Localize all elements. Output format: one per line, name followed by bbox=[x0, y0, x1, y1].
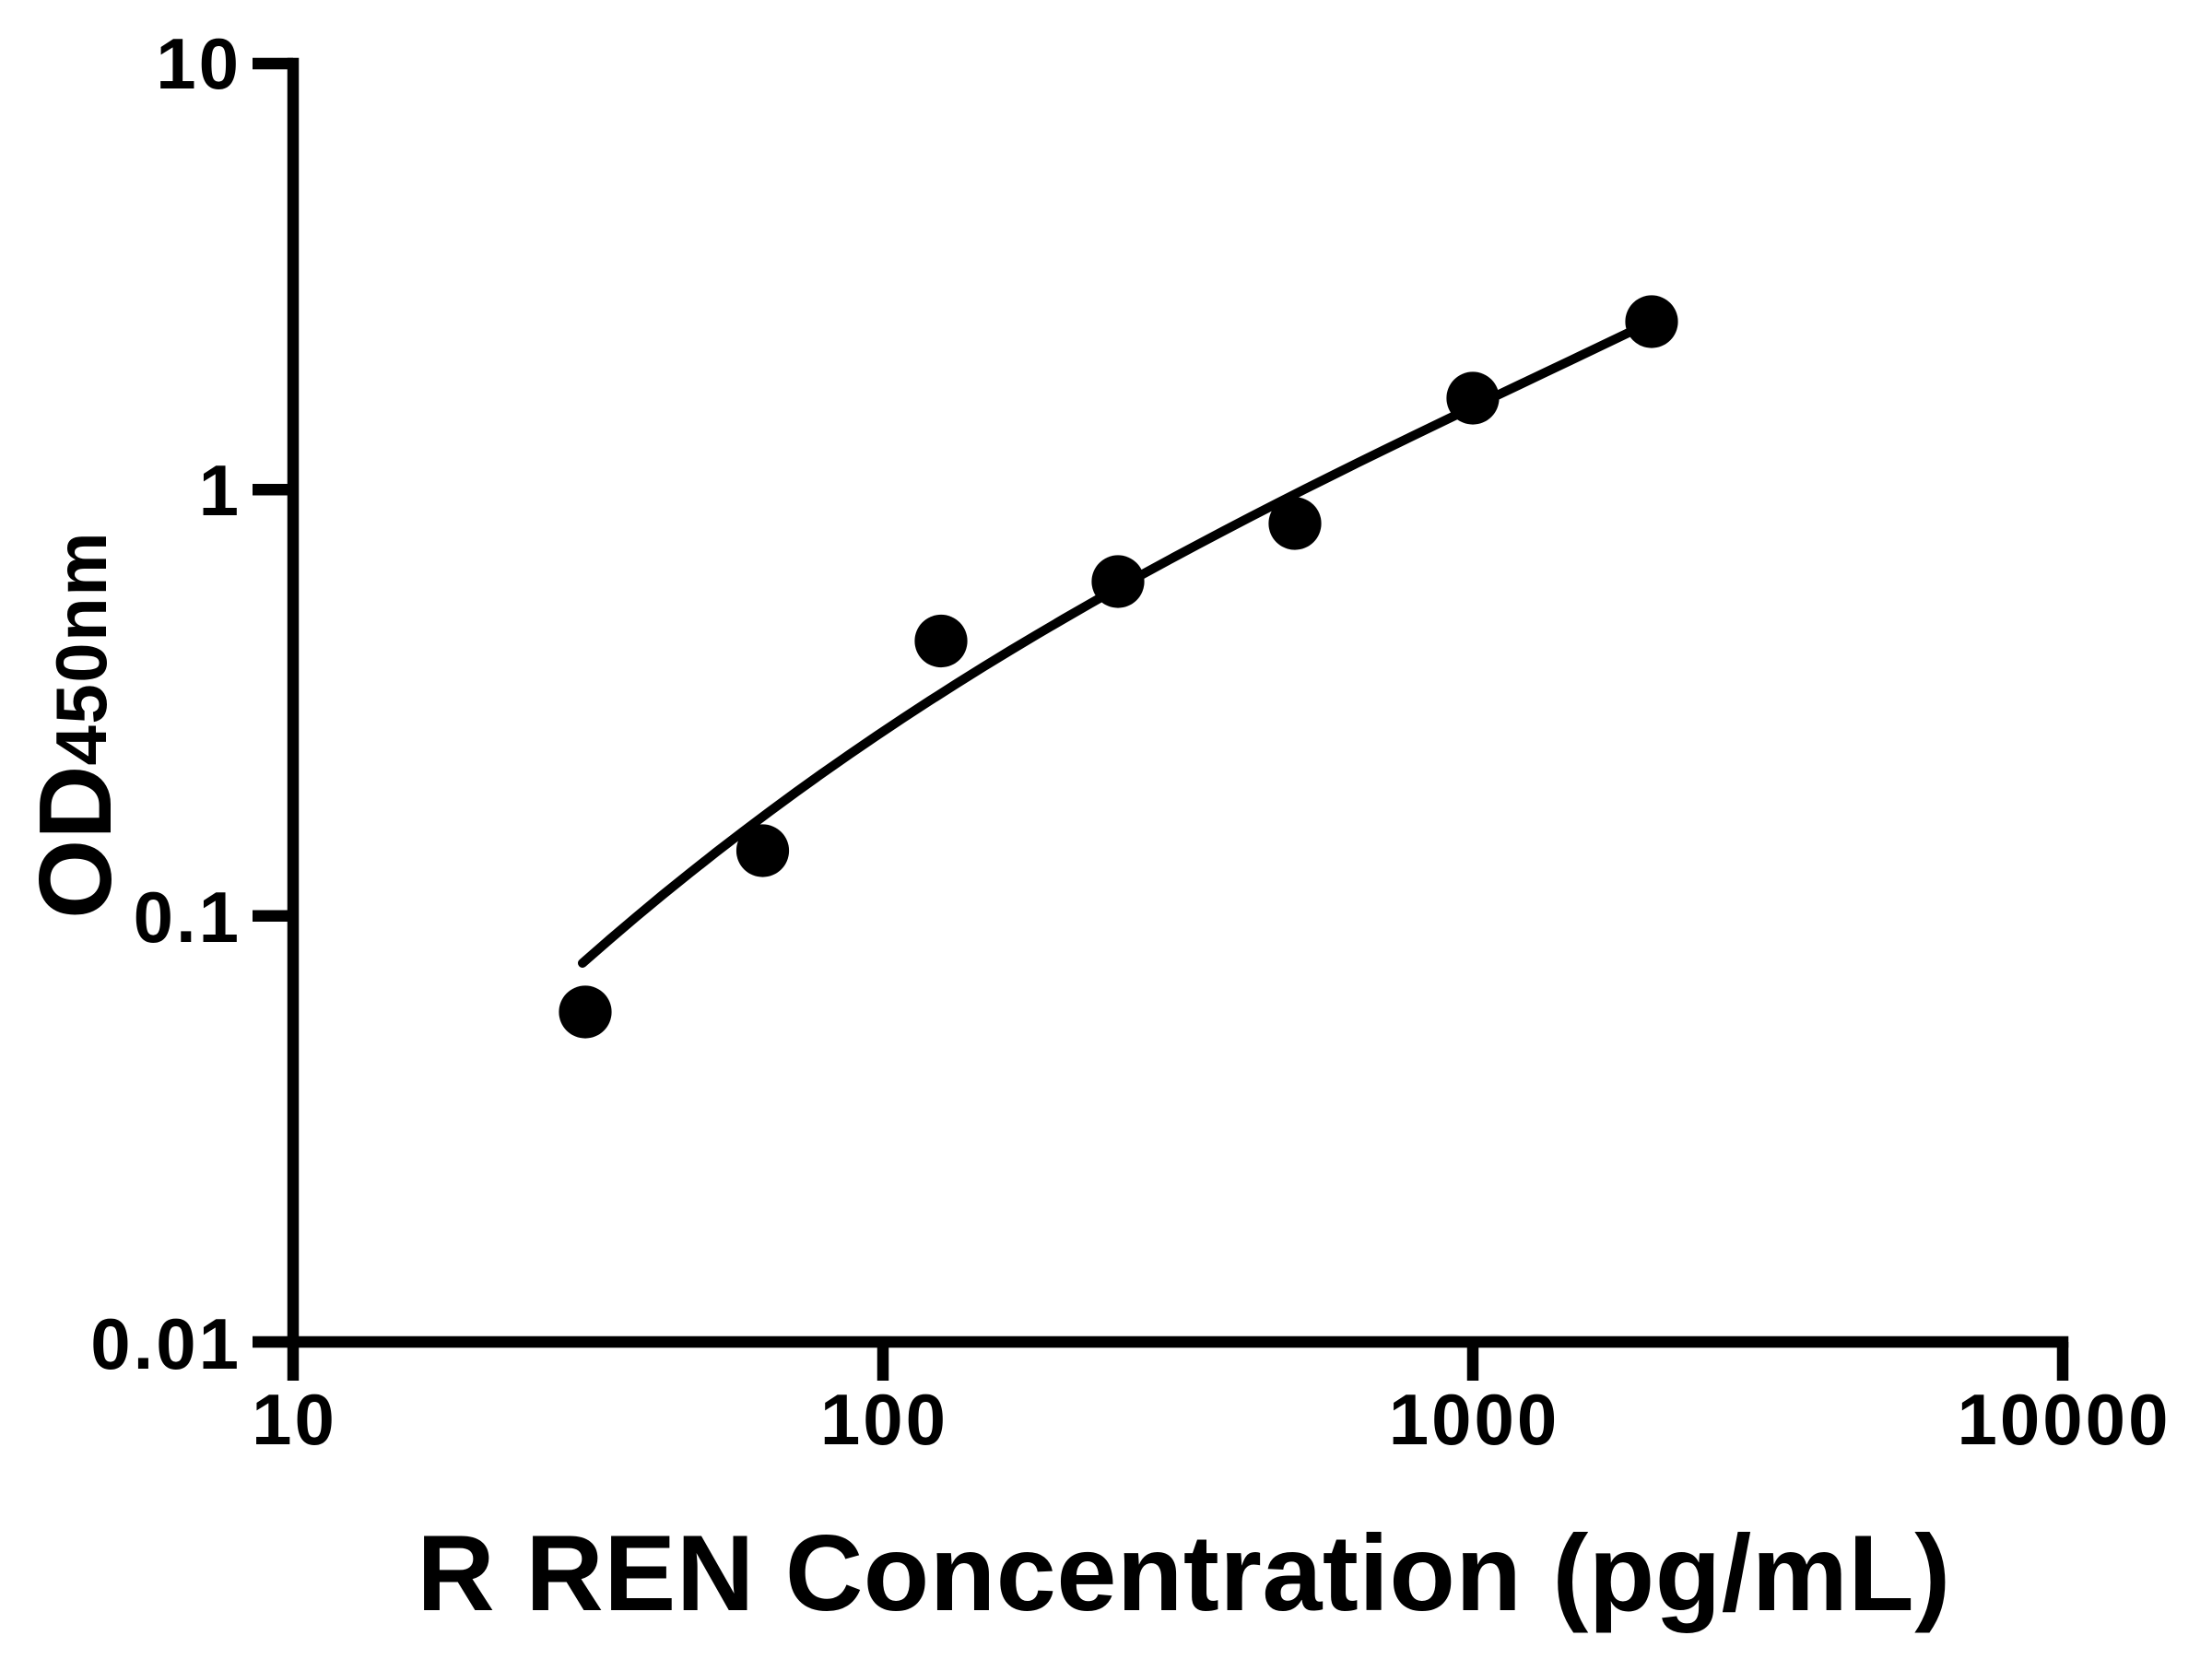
svg-text:0.1: 0.1 bbox=[134, 877, 241, 958]
svg-text:10000: 10000 bbox=[1958, 1379, 2171, 1460]
svg-text:1: 1 bbox=[199, 450, 241, 531]
svg-text:OD450nm: OD450nm bbox=[18, 531, 133, 919]
svg-text:0.01: 0.01 bbox=[90, 1303, 241, 1384]
svg-text:100: 100 bbox=[820, 1379, 948, 1460]
svg-text:10: 10 bbox=[252, 1379, 337, 1460]
svg-text:R REN Concentration (pg/mL): R REN Concentration (pg/mL) bbox=[417, 1512, 1950, 1633]
svg-text:1000: 1000 bbox=[1389, 1379, 1560, 1460]
svg-text:10: 10 bbox=[156, 23, 241, 104]
